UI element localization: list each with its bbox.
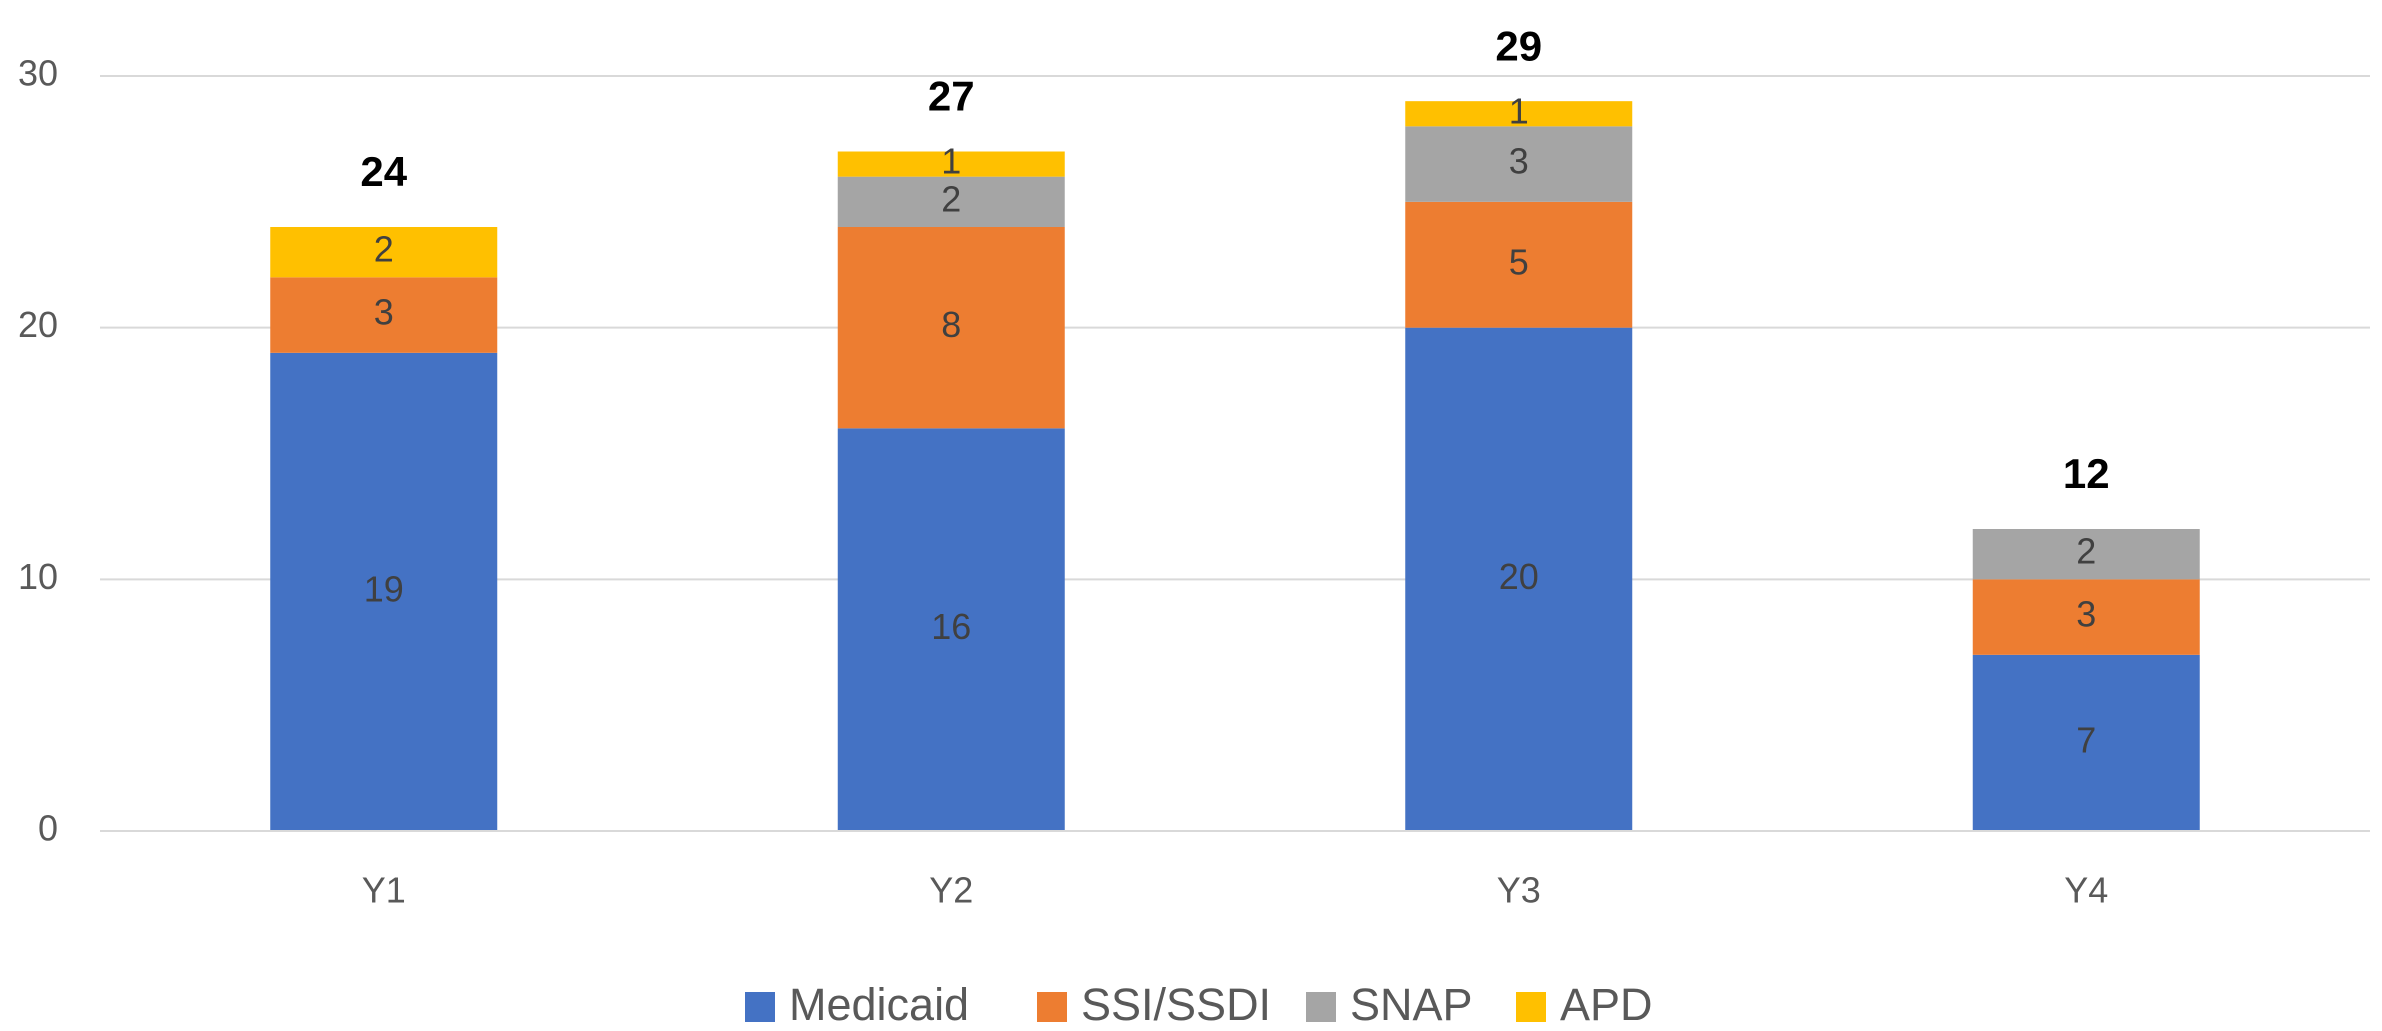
legend-label: SNAP (1350, 979, 1473, 1030)
data-label: 2 (2076, 531, 2096, 572)
legend-swatch (745, 992, 775, 1022)
data-label: 19 (364, 568, 404, 609)
legend-label: SSI/SSDI (1081, 979, 1271, 1030)
data-label: 5 (1509, 241, 1529, 282)
y-tick-label: 10 (18, 556, 58, 597)
bar-segment (270, 227, 498, 278)
bar-segment (1405, 327, 1633, 831)
bar-segment (1972, 579, 2200, 655)
y-tick-label: 30 (18, 53, 58, 94)
legend-label: Medicaid (789, 979, 969, 1030)
legend-swatch (1306, 992, 1336, 1022)
total-label: 24 (360, 148, 407, 195)
bar-segment (270, 352, 498, 831)
data-label: 3 (2076, 594, 2096, 635)
data-label: 3 (374, 292, 394, 333)
data-label: 1 (1509, 90, 1529, 131)
x-tick-label: Y1 (362, 870, 406, 911)
bar-segment (1405, 126, 1633, 202)
bar-segment (1405, 201, 1633, 328)
x-tick-label: Y3 (1497, 870, 1541, 911)
total-label: 27 (928, 73, 975, 120)
data-label: 2 (941, 178, 961, 219)
data-label: 7 (2076, 719, 2096, 760)
x-tick-label: Y2 (929, 870, 973, 911)
bar-segment (837, 176, 1065, 227)
legend-swatch (1037, 992, 1067, 1022)
data-label: 8 (941, 304, 961, 345)
legend-label: APD (1560, 979, 1653, 1030)
bar-segment (270, 277, 498, 353)
y-tick-label: 0 (38, 808, 58, 849)
bar-segment (837, 428, 1065, 831)
legend-swatch (1516, 992, 1546, 1022)
bar-segment (1405, 101, 1633, 127)
data-label: 16 (931, 606, 971, 647)
x-tick-label: Y4 (2064, 870, 2108, 911)
total-label: 29 (1495, 22, 1542, 69)
data-label: 1 (941, 141, 961, 182)
bar-segment (1972, 529, 2200, 580)
y-tick-label: 20 (18, 304, 58, 345)
bar-segment (837, 227, 1065, 429)
data-label: 2 (374, 229, 394, 270)
data-label: 3 (1509, 141, 1529, 182)
data-label: 20 (1499, 556, 1539, 597)
bar-segment (837, 151, 1065, 177)
bar-segment (1972, 654, 2200, 831)
total-label: 12 (2063, 450, 2110, 497)
